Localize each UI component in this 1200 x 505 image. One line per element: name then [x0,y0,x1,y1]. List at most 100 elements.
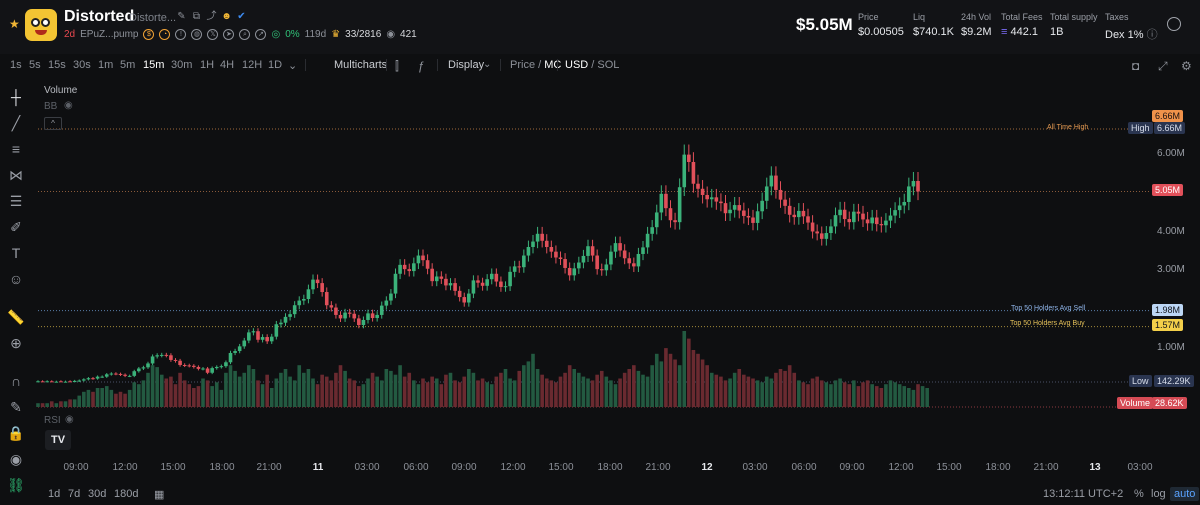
timeframe-1s[interactable]: 1s [10,59,22,71]
bb-legend[interactable]: BB [44,101,58,112]
volume-bar [210,386,214,407]
volume-bar [196,386,201,407]
pattern-icon[interactable]: ⋈ [9,167,23,183]
fullscreen-icon[interactable]: ⤢ [1158,59,1168,73]
volume-bar [82,391,86,407]
candle-body [810,222,815,232]
volume-bar [664,348,668,407]
eye-icon[interactable]: ◉ [9,451,23,467]
volume-bar [696,353,700,407]
favorite-star-icon[interactable]: ★ [9,17,20,31]
copy-icon[interactable]: ⧉ [192,11,201,22]
candle-body [416,255,421,264]
range-1d[interactable]: 1d [48,488,61,500]
timeframe-12h[interactable]: 12H [242,59,263,71]
range-180d[interactable]: 180d [114,488,139,500]
bb-visibility-icon[interactable]: ◉ [64,100,73,111]
magnet-icon[interactable]: ∩ [10,373,22,389]
pump-icon[interactable]: $ [143,29,155,40]
website-icon[interactable]: ◍ [191,29,203,40]
log-toggle[interactable]: log [1151,488,1166,500]
lock-draw-icon[interactable]: ✎ [10,399,22,415]
token-meta-row: 2d EPuZ...pump $ ◔ ! ◍ 𝕏 ➤ ⌕ ↗ ◎ 0% 119d… [64,29,417,40]
fib-icon[interactable]: ☰ [9,193,23,209]
crosshair-icon[interactable]: ┼ [11,89,21,105]
clock-text[interactable]: 13:12:11 UTC+2 [1043,488,1124,500]
channel-icon[interactable]: ≡ [11,141,21,157]
candle-type-icon[interactable]: ⫿ [395,59,399,73]
volume-bar [590,380,595,407]
timeframe-30m[interactable]: 30m [171,59,193,71]
timeframe-chevron-down-icon[interactable]: ⌄ [288,60,298,72]
sol-option[interactable]: SOL [597,59,620,71]
info-icon[interactable]: ! [175,29,187,40]
timeframe-4h[interactable]: 4H [220,59,235,71]
timeframe-5m[interactable]: 5m [120,59,136,71]
link-icon[interactable]: ⛓ [7,477,25,493]
price-option[interactable]: Price [510,59,536,71]
candle-body [797,210,801,218]
multicharts-label[interactable]: Multicharts [334,59,388,71]
edit-icon[interactable]: ✎ [177,11,186,22]
time-tick: 15:00 [160,462,186,473]
telegram-icon[interactable]: ➤ [223,29,235,40]
indicators-icon[interactable]: ƒ [418,59,425,73]
percent-toggle[interactable]: % [1134,488,1144,500]
stat-supply: Total supply 1B [1050,12,1098,38]
text-icon[interactable]: T [11,245,21,261]
ruler-icon[interactable]: 📏 [7,309,25,325]
range-30d[interactable]: 30d [88,488,107,500]
candle-body [109,373,114,375]
collapse-indicators-icon[interactable]: ^ [44,117,62,130]
search-icon[interactable]: ⌕ [239,29,251,40]
timeframe-1d[interactable]: 1D [268,59,283,71]
volume-bar [526,361,531,407]
volume-bar [517,370,522,407]
display-dropdown[interactable]: Display [448,59,485,71]
volume-bar [783,370,787,407]
tradingview-logo[interactable]: TV [45,430,71,450]
screenshot-icon[interactable]: ◘ [1132,59,1140,73]
candle-body [274,324,279,337]
zoom-in-icon[interactable]: ⊕ [10,335,22,351]
emoji-icon[interactable]: ☺ [8,271,24,287]
timeframe-30s[interactable]: 30s [73,59,91,71]
volume-bar [732,372,737,407]
volume-legend[interactable]: Volume [44,85,78,96]
taxes-help-icon[interactable]: ⓘ [1146,29,1158,41]
candle-body [237,346,242,352]
rsi-visibility-icon[interactable]: ◉ [65,414,74,425]
usd-option[interactable]: USD [565,59,589,71]
timeframe-1h[interactable]: 1H [200,59,215,71]
timeframe-15m[interactable]: 15m [143,59,165,71]
chart-link-icon[interactable]: ↗ [255,29,267,40]
range-7d[interactable]: 7d [68,488,81,500]
alarm-icon[interactable] [1167,17,1181,31]
timeframe-15s[interactable]: 15s [48,59,66,71]
rsi-legend[interactable]: RSI [44,415,61,426]
candle-body [123,374,127,376]
candle-body [384,300,389,306]
currency-toggle[interactable]: USD / SOL [565,59,620,71]
date-range-icon[interactable]: ▦ [154,489,165,501]
brush-icon[interactable]: ✐ [10,219,22,235]
token-address[interactable]: EPuZ...pump [80,29,139,40]
volume-bar [398,365,402,407]
dev-icon[interactable]: ◔ [159,29,171,40]
share-icon[interactable]: ⤴ [206,11,217,22]
volume-bar [402,376,407,407]
community-icon[interactable]: ☻ [221,11,232,22]
twitter-icon[interactable]: 𝕏 [207,29,219,40]
stat-taxes-text: Dex 1% [1105,29,1144,41]
volume-bar [467,369,471,407]
lock-icon[interactable]: 🔒 [7,425,25,441]
auto-toggle[interactable]: auto [1170,487,1200,501]
timeframe-5s[interactable]: 5s [29,59,41,71]
timeframe-1m[interactable]: 1m [98,59,114,71]
display-chevron-down-icon[interactable]: ⌄ [483,59,492,70]
trend-line-icon[interactable]: ╱ [11,115,21,131]
settings-icon[interactable]: ⚙ [1181,59,1192,73]
volume-bar [902,386,907,407]
candle-body [595,255,599,270]
